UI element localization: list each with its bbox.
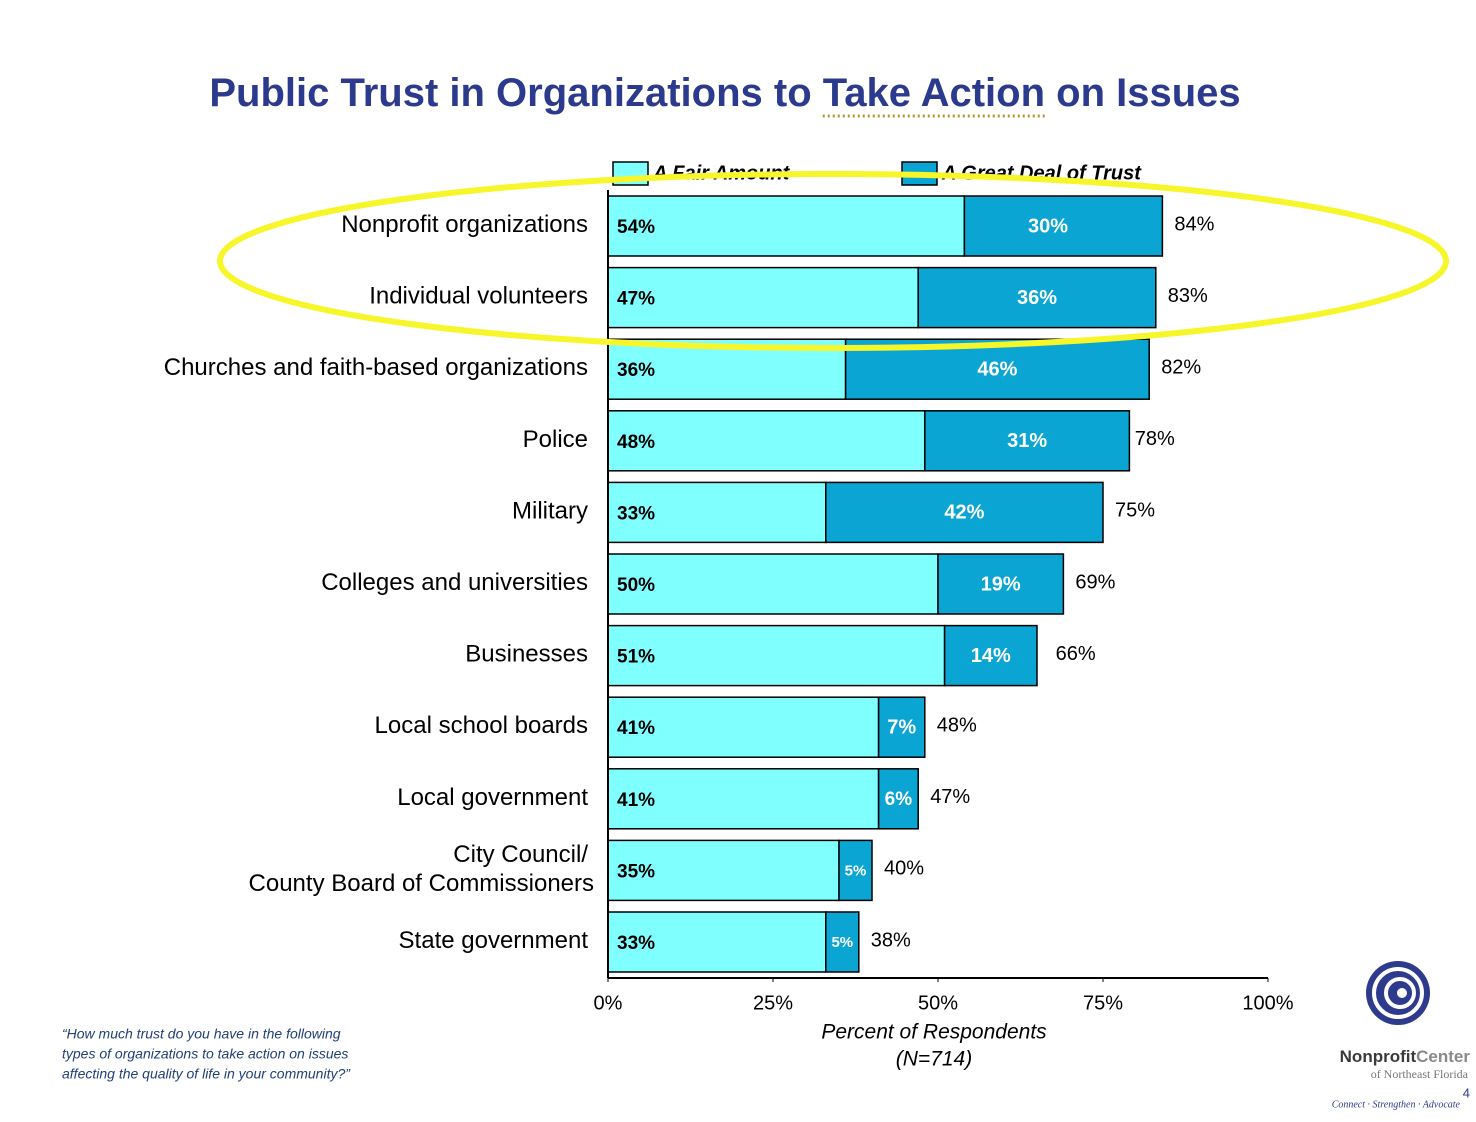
y-tick-label: State government [399, 927, 589, 954]
value-label: 14% [971, 645, 1011, 667]
value-label: 46% [977, 358, 1017, 380]
logo-tagline: Connect · Strengthen · Advocate [1332, 1099, 1461, 1110]
title-part: on Issues [1045, 71, 1241, 115]
value-label: 41% [617, 718, 655, 739]
bar-segment [607, 839, 840, 902]
bar-segment [607, 696, 880, 758]
footnote: affecting the quality of life in your co… [62, 1066, 351, 1082]
y-tick-label: Local government [397, 784, 588, 811]
bar-segment [825, 911, 860, 973]
value-label: 54% [617, 217, 655, 238]
y-tick-label: Police [523, 426, 588, 453]
value-label: 33% [617, 933, 655, 954]
bar-segment [937, 553, 1065, 615]
footnote: types of organizations to take action on… [62, 1046, 348, 1062]
total-label: 38% [871, 929, 911, 951]
total-label: 47% [930, 786, 970, 808]
bar-segment [607, 481, 827, 544]
title-part: Public Trust in Organizations to [209, 71, 822, 115]
logo-mark [1384, 977, 1416, 1009]
page-number: 4 [1463, 1085, 1470, 1100]
x-tick-label: 50% [918, 992, 958, 1014]
title-emphasis: Take Action [823, 71, 1045, 115]
y-tick-label: Churches and faith-based organizations [164, 355, 588, 382]
total-label: 48% [937, 714, 977, 736]
value-label: 5% [845, 862, 867, 879]
value-label: 36% [617, 360, 655, 381]
value-label: 41% [617, 790, 655, 811]
logo-mark [1372, 967, 1424, 1019]
footnote: “How much trust do you have in the follo… [62, 1026, 341, 1042]
x-tick-label: 75% [1083, 992, 1123, 1014]
y-tick-label: Nonprofit organizations [341, 211, 588, 238]
value-label: 7% [887, 716, 916, 738]
total-label: 82% [1161, 356, 1201, 378]
bar-segment [825, 481, 1104, 544]
value-label: 19% [981, 573, 1021, 595]
y-tick-label: Businesses [465, 641, 588, 668]
x-tick-label: 100% [1242, 992, 1293, 1014]
logo-mark [1397, 988, 1407, 998]
x-axis-title: (N=714) [896, 1048, 972, 1071]
logo: NonprofitCenter of Northeast Florida Con… [1332, 961, 1471, 1110]
total-label: 40% [884, 858, 924, 880]
value-label: 48% [617, 432, 655, 453]
total-label: 69% [1075, 571, 1115, 593]
x-tick-label: 0% [594, 992, 623, 1014]
value-label: 51% [617, 647, 655, 668]
x-axis-title: Percent of Respondents [821, 1021, 1047, 1044]
value-label: 35% [617, 861, 655, 882]
bar-segment [607, 624, 946, 687]
x-tick-label: 25% [753, 992, 793, 1014]
value-label: 6% [885, 789, 913, 810]
value-label: 36% [1017, 287, 1057, 309]
bar-segment [607, 195, 966, 257]
value-label: 33% [617, 503, 655, 524]
y-tick-label: Military [512, 498, 588, 525]
logo-name-bold: Nonprofit [1340, 1047, 1417, 1066]
bar-segment [924, 410, 1131, 472]
total-label: 78% [1135, 428, 1175, 450]
bar-segment [963, 195, 1164, 257]
logo-subtitle: of Northeast Florida [1371, 1067, 1469, 1081]
y-tick-label: City Council/County Board of Commissione… [249, 841, 594, 897]
total-label: 84% [1174, 213, 1214, 235]
value-label: 50% [617, 575, 655, 596]
total-label: 66% [1056, 643, 1096, 665]
bar-segment [607, 768, 880, 830]
y-tick-label: Local school boards [375, 713, 588, 740]
highlight-ellipse [217, 171, 1449, 351]
bar-segment [877, 696, 926, 758]
plot: A Fair Amount A Great Deal of TrustNonpro… [164, 161, 1294, 1071]
bar-segment [877, 768, 919, 830]
value-label: 5% [831, 934, 853, 951]
bar-segment [943, 624, 1038, 687]
total-label: 83% [1168, 285, 1208, 307]
bar-segment [607, 553, 939, 615]
value-label: 30% [1028, 215, 1068, 237]
value-label: 31% [1007, 430, 1047, 452]
bar-segment [607, 911, 827, 973]
y-tick-label: Individual volunteers [369, 283, 588, 310]
value-label: 47% [617, 289, 655, 310]
chart-title: Public Trust in Organizations to Take Ac… [209, 71, 1240, 115]
value-label: 42% [944, 502, 984, 524]
y-tick-label: Colleges and universities [321, 569, 588, 596]
bar-segment [607, 410, 926, 472]
logo-name: NonprofitCenter [1340, 1047, 1471, 1066]
bar-segment [917, 266, 1157, 329]
total-label: 75% [1115, 500, 1155, 522]
bar-segment [838, 839, 873, 902]
logo-name-light: Center [1416, 1047, 1470, 1066]
